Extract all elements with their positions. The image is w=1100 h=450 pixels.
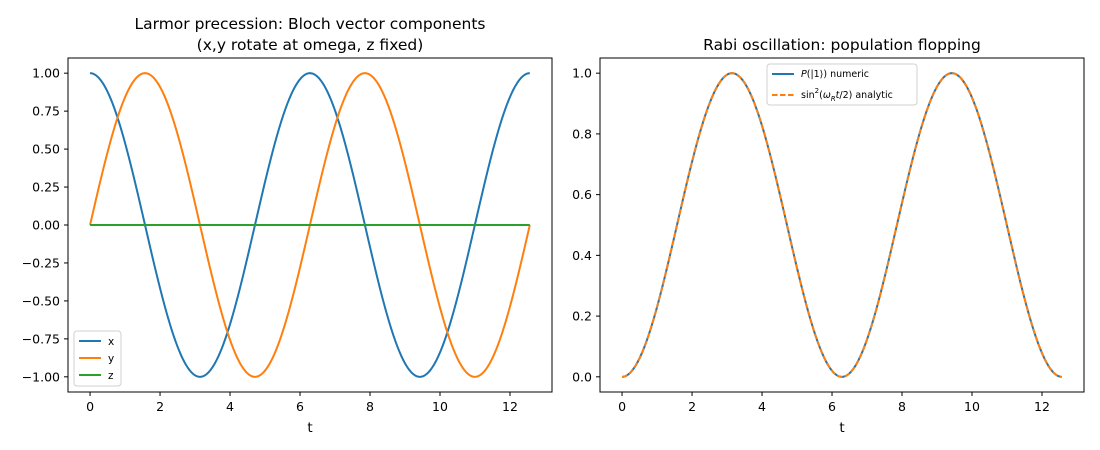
rabi-xtick-label: 2 xyxy=(688,399,696,414)
rabi-xtick-label: 4 xyxy=(758,399,766,414)
larmor-xtick-label: 12 xyxy=(502,399,518,414)
rabi-xlabel: t xyxy=(839,420,844,436)
larmor-legend: x y z xyxy=(73,330,122,387)
larmor-xtick-label: 2 xyxy=(156,399,164,414)
legend-y-label: y xyxy=(108,353,114,365)
larmor-y-ticks: 1.00 0.75 0.50 0.25 0.00 −0.25 −0.50 −0.75 −1.00 xyxy=(22,66,68,384)
rabi-x-ticks: 0 2 4 6 8 10 12 xyxy=(618,392,1050,414)
rabi-xtick-label: 12 xyxy=(1034,399,1050,414)
larmor-ytick-label: 0.50 xyxy=(32,142,60,157)
rabi-ytick-label: 0.0 xyxy=(572,369,592,384)
rabi-series-0 xyxy=(621,72,1062,378)
rabi-xtick-label: 10 xyxy=(964,399,980,414)
rabi-ytick-label: 0.8 xyxy=(572,126,592,141)
rabi-series-group xyxy=(621,72,1062,378)
larmor-xtick-label: 10 xyxy=(432,399,448,414)
rabi-chart: Rabi oscillation: population flopping 0 2… xyxy=(572,36,1085,436)
rabi-y-ticks: 1.0 0.8 0.6 0.4 0.2 0.0 xyxy=(572,66,600,384)
larmor-ytick-label: −0.50 xyxy=(22,293,60,308)
larmor-xtick-label: 6 xyxy=(296,399,304,414)
rabi-ytick-label: 0.6 xyxy=(572,187,592,202)
larmor-xlabel: t xyxy=(307,420,312,436)
larmor-xtick-label: 0 xyxy=(86,399,94,414)
larmor-ytick-label: 1.00 xyxy=(32,66,60,81)
larmor-ytick-label: 0.75 xyxy=(32,104,60,119)
legend-z-label: z xyxy=(108,370,114,382)
rabi-ytick-label: 0.2 xyxy=(572,309,592,324)
legend-x-label: x xyxy=(108,336,114,348)
rabi-title: Rabi oscillation: population flopping xyxy=(703,36,981,54)
larmor-ytick-label: −0.25 xyxy=(22,255,60,270)
larmor-ytick-label: 0.25 xyxy=(32,180,60,195)
larmor-title-line1: Larmor precession: Bloch vector componen… xyxy=(134,15,485,33)
larmor-xtick-label: 4 xyxy=(226,399,234,414)
rabi-legend: P(|1⟩) numeric sin2(ωRt/2) analytic xyxy=(766,63,918,106)
larmor-ytick-label: −0.75 xyxy=(22,331,60,346)
larmor-series-group xyxy=(89,72,531,378)
larmor-x-ticks: 0 2 4 6 8 10 12 xyxy=(86,392,518,414)
larmor-series-0 xyxy=(89,72,530,378)
rabi-ytick-label: 0.4 xyxy=(572,248,592,263)
legend-analytic-label: sin2(ωRt/2) analytic xyxy=(801,87,893,103)
rabi-xtick-label: 0 xyxy=(618,399,626,414)
larmor-ytick-label: 0.00 xyxy=(32,218,60,233)
rabi-legend-box xyxy=(766,63,918,106)
larmor-xtick-label: 8 xyxy=(366,399,374,414)
rabi-plot-frame xyxy=(599,57,1085,393)
rabi-xtick-label: 6 xyxy=(828,399,836,414)
larmor-chart: Larmor precession: Bloch vector componen… xyxy=(22,15,553,436)
larmor-title-line2: (x,y rotate at omega, z fixed) xyxy=(197,36,424,54)
larmor-ytick-label: −1.00 xyxy=(22,369,60,384)
legend-numeric-label: P(|1⟩) numeric xyxy=(801,69,869,80)
rabi-ytick-label: 1.0 xyxy=(572,66,592,81)
rabi-series-1 xyxy=(621,72,1062,378)
rabi-xtick-label: 8 xyxy=(898,399,906,414)
